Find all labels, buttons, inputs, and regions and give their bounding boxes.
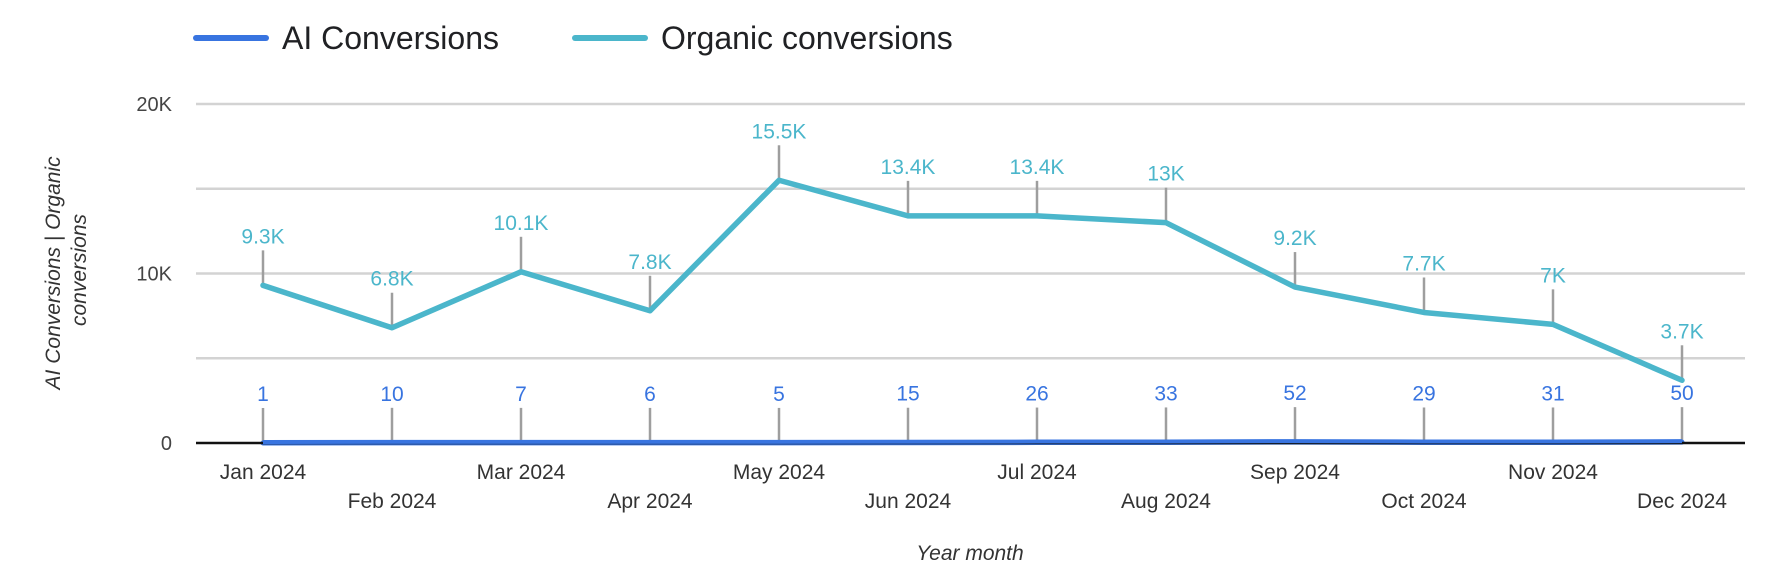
x-tick-label: Dec 2024 [1637,490,1727,513]
axis-titles: Year month AI Conversions | Organic conv… [42,151,1024,565]
x-axis-title: Year month [916,542,1023,565]
data-label: 7.8K [628,251,671,274]
data-label: 15.5K [752,120,807,143]
x-tick-label: Apr 2024 [607,490,693,513]
data-label: 13.4K [881,156,936,179]
data-label: 6 [644,383,656,406]
label-leader-lines [261,145,1684,443]
data-label: 15 [896,383,919,406]
y-tick-labels: 0 10K 20K [136,94,172,455]
data-label: 5 [773,383,785,406]
data-label: 7.7K [1402,252,1445,275]
data-labels: 1 10 7 6 5 15 26 33 52 29 31 50 9.3K 6.8K 10.1K 7.8K 15.… [241,120,1703,406]
data-label: 13K [1147,163,1184,186]
y-tick-label: 0 [161,433,172,455]
x-axis-baseline [196,439,1745,445]
y-axis-title-line-1: AI Conversions | Organic [42,156,65,392]
series-line[interactable] [262,439,1683,444]
x-tick-label: Mar 2024 [477,461,566,484]
x-tick-label: Aug 2024 [1121,490,1211,513]
data-label: 31 [1541,382,1564,405]
gridlines [196,102,1745,360]
legend-entry[interactable]: AI Conversions [282,20,499,56]
data-label: 10.1K [494,212,549,235]
legend-entry[interactable]: Organic conversions [661,20,953,56]
data-label: 1 [257,383,269,406]
data-label: 29 [1412,383,1435,406]
data-label: 50 [1670,382,1693,405]
x-tick-label: May 2024 [733,461,826,484]
series-line[interactable] [260,177,1685,384]
legend[interactable]: AI Conversions Organic conversions [193,20,953,56]
x-tick-label: Sep 2024 [1250,461,1340,484]
x-tick-label: Jun 2024 [865,490,952,513]
data-label: 9.3K [241,225,284,248]
x-tick-label: Nov 2024 [1508,461,1598,484]
data-label: 10 [380,383,403,406]
data-label: 6.8K [370,268,413,291]
data-label: 13.4K [1010,156,1065,179]
data-label: 7 [515,383,527,406]
data-label: 52 [1283,382,1306,405]
data-label: 26 [1025,383,1048,406]
series-lines [260,177,1685,446]
data-label: 3.7K [1660,320,1703,343]
x-tick-label: Feb 2024 [348,490,437,513]
y-axis-title-line-2: conversions [68,213,91,326]
data-label: 9.2K [1273,227,1316,250]
data-label: 7K [1540,264,1566,287]
data-label: 33 [1154,382,1177,405]
x-tick-labels: Jan 2024 Feb 2024 Mar 2024 Apr 2024 May 2024… [220,461,1727,513]
y-tick-label: 10K [136,264,172,286]
y-axis-title: AI Conversions | Organic conversions [42,151,91,392]
x-tick-label: Jan 2024 [220,461,307,484]
x-tick-label: Jul 2024 [997,461,1077,484]
x-tick-label: Oct 2024 [1381,490,1467,513]
y-tick-label: 20K [136,94,172,116]
